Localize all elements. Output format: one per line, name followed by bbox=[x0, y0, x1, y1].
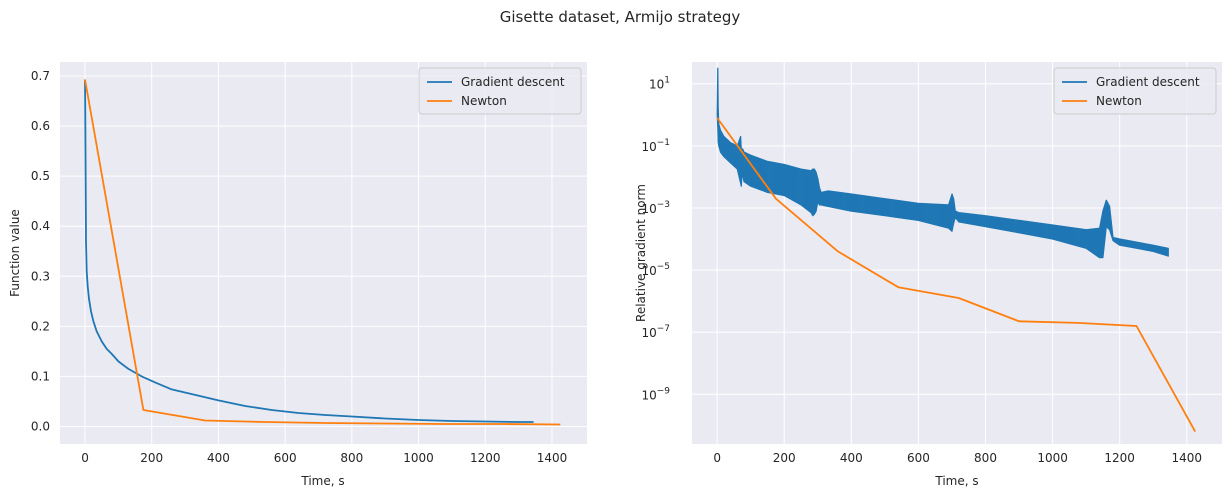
series-line-gradient-descent bbox=[84, 79, 534, 423]
x-tick-labels: 0 200 400 600 800 1000 1200 1400 bbox=[713, 451, 1202, 465]
legend-entry-gradient-descent: Gradient descent bbox=[1096, 75, 1200, 89]
x-axis-label: Time, s bbox=[300, 474, 344, 488]
y-tick-label: 0.6 bbox=[31, 119, 50, 133]
legend: Gradient descent Newton bbox=[1053, 67, 1217, 115]
y-tick-label: 0.3 bbox=[31, 269, 50, 283]
x-tick-label: 0 bbox=[81, 451, 89, 465]
y-tick-label: 0.2 bbox=[31, 319, 50, 333]
x-tick-label: 200 bbox=[773, 451, 796, 465]
y-tick-label: 10−9 bbox=[641, 386, 670, 402]
x-tick-label: 1200 bbox=[1104, 451, 1135, 465]
series-line-newton bbox=[716, 117, 1196, 433]
y-axis-label: Function value bbox=[8, 209, 22, 297]
y-tick-label: 0.1 bbox=[31, 369, 50, 383]
series-oscillation-gradient-descent bbox=[717, 68, 1168, 258]
x-tick-label: 600 bbox=[907, 451, 930, 465]
series-line-newton bbox=[84, 79, 561, 426]
x-tick-label: 0 bbox=[713, 451, 721, 465]
x-tick-labels: 0 200 400 600 800 1000 1200 1400 bbox=[81, 451, 567, 465]
legend-entry-newton: Newton bbox=[461, 94, 507, 108]
x-tick-label: 1200 bbox=[470, 451, 501, 465]
gradient-norm-chart: 0 200 400 600 800 1000 1200 1400 10110−110−310−… bbox=[634, 62, 1222, 488]
y-tick-label: 0.5 bbox=[31, 169, 50, 183]
y-tick-label: 10−1 bbox=[641, 138, 670, 154]
x-tick-label: 1400 bbox=[537, 451, 568, 465]
figure-title: Gisette dataset, Armijo strategy bbox=[500, 8, 741, 26]
plot-area bbox=[692, 62, 1222, 444]
y-tick-label: 0.0 bbox=[31, 419, 50, 433]
x-tick-label: 800 bbox=[340, 451, 363, 465]
grid bbox=[60, 62, 587, 444]
legend: Gradient descent Newton bbox=[418, 67, 582, 115]
y-tick-label: 0.7 bbox=[31, 69, 50, 83]
function-value-chart: 0 200 400 600 800 1000 1200 1400 0.00.10.20.30.… bbox=[8, 62, 587, 488]
legend-entry-gradient-descent: Gradient descent bbox=[461, 75, 565, 89]
x-tick-label: 800 bbox=[974, 451, 997, 465]
x-tick-label: 1400 bbox=[1172, 451, 1203, 465]
y-tick-labels: 0.0 0.1 0.2 0.3 0.4 0.5 0.6 0.7 bbox=[31, 69, 50, 433]
x-tick-label: 600 bbox=[274, 451, 297, 465]
x-tick-label: 400 bbox=[840, 451, 863, 465]
y-axis-label: Relative gradient norm bbox=[634, 184, 648, 322]
x-tick-label: 200 bbox=[140, 451, 163, 465]
series-layer bbox=[84, 79, 561, 426]
x-tick-label: 1000 bbox=[403, 451, 434, 465]
legend-frame bbox=[418, 67, 582, 115]
x-tick-label: 400 bbox=[207, 451, 230, 465]
y-tick-label: 101 bbox=[649, 76, 670, 92]
x-tick-label: 1000 bbox=[1037, 451, 1068, 465]
legend-frame bbox=[1053, 67, 1217, 115]
legend-entry-newton: Newton bbox=[1096, 94, 1142, 108]
series-layer bbox=[716, 67, 1196, 433]
x-axis-label: Time, s bbox=[934, 474, 978, 488]
y-tick-label: 0.4 bbox=[31, 219, 50, 233]
y-tick-label: 10−7 bbox=[641, 324, 670, 340]
